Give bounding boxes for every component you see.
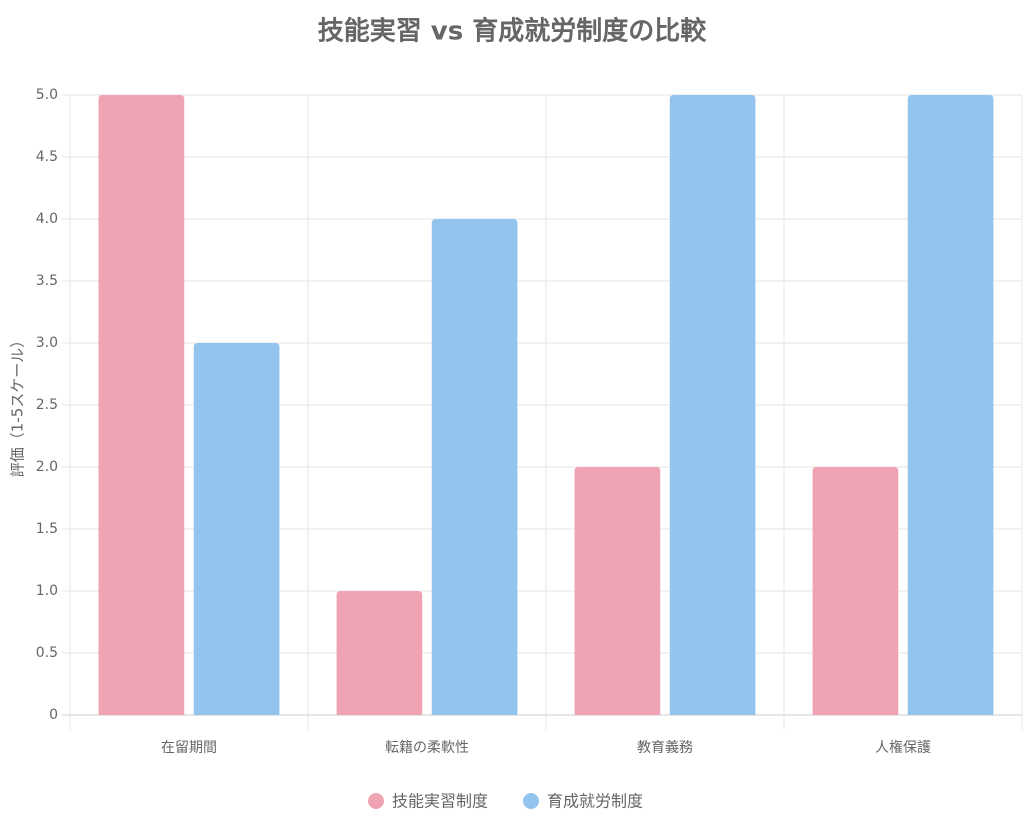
bar: [193, 343, 280, 715]
bar: [431, 219, 518, 715]
y-tick-label: 4.0: [36, 211, 58, 227]
x-tick-label: 教育義務: [637, 739, 693, 756]
x-tick-label: 人権保護: [875, 739, 931, 756]
x-tick-label: 転籍の柔軟性: [385, 739, 469, 756]
y-tick-label: 4.5: [36, 149, 58, 165]
bar: [336, 591, 423, 715]
bar: [98, 95, 185, 715]
legend-marker: [368, 793, 384, 809]
bar: [812, 467, 899, 715]
x-tick-label: 在留期間: [161, 740, 217, 756]
legend-marker: [523, 793, 539, 809]
y-tick-label: 1.0: [36, 583, 58, 599]
bar: [574, 467, 661, 715]
chart-title: 技能実習 vs 育成就労制度の比較: [318, 16, 708, 47]
legend-label: 技能実習制度: [392, 792, 488, 811]
y-tick-label: 1.5: [36, 521, 58, 537]
bar: [669, 95, 756, 715]
bar: [907, 95, 994, 715]
y-tick-label: 5.0: [36, 87, 58, 103]
y-tick-label: 0.5: [36, 645, 58, 661]
y-tick-label: 0: [49, 707, 58, 723]
y-axis-title: 評価（1-5スケール）: [9, 333, 27, 478]
legend-label: 育成就労制度: [547, 792, 643, 811]
y-tick-label: 2.0: [36, 459, 58, 475]
y-tick-label: 3.0: [36, 335, 58, 351]
y-tick-label: 2.5: [36, 397, 58, 413]
y-tick-label: 3.5: [36, 273, 58, 289]
